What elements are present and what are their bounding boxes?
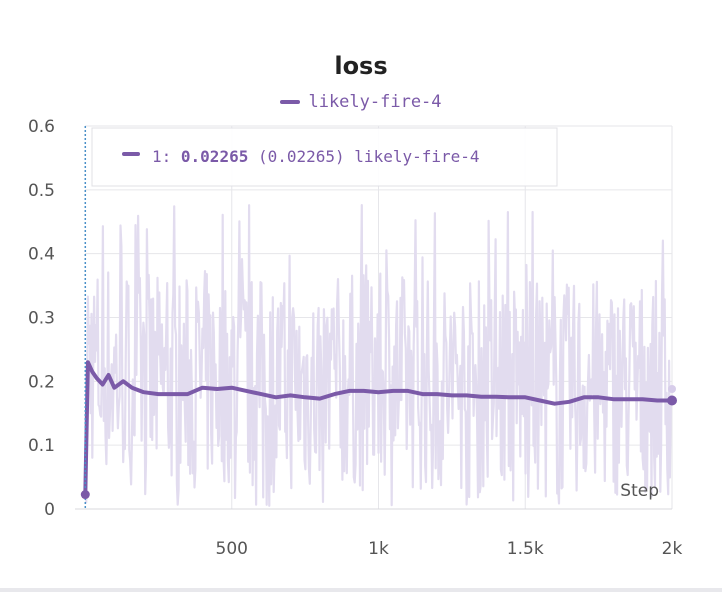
y-tick-label: 0.2 xyxy=(28,372,55,392)
y-axis: 0 0.1 0.2 0.3 0.4 0.5 0.6 xyxy=(28,117,55,520)
series-end-point xyxy=(667,395,677,406)
x-axis: 500 1k 1.5k 2k Step xyxy=(75,481,682,559)
panel-bottom-border xyxy=(0,588,722,592)
x-tick-label: 500 xyxy=(216,539,248,559)
x-axis-title: Step xyxy=(620,481,659,501)
y-tick-label: 0.4 xyxy=(28,245,55,265)
y-tick-label: 0.6 xyxy=(28,117,55,137)
tooltip-swatch xyxy=(122,152,140,156)
x-tick-label: 1k xyxy=(368,539,389,559)
raw-end-point xyxy=(668,384,676,393)
y-tick-label: 0.1 xyxy=(28,436,55,456)
hover-point xyxy=(80,490,90,500)
hover-tooltip: 1: 0.02265 (0.02265) likely-fire-4 xyxy=(80,126,558,509)
y-tick-label: 0.3 xyxy=(28,309,55,329)
x-tick-label: 1.5k xyxy=(507,539,544,559)
smoothed-loss-line xyxy=(83,360,672,495)
legend-label: likely-fire-4 xyxy=(308,92,442,112)
tooltip-text: 1: 0.02265 (0.02265) likely-fire-4 xyxy=(152,147,480,166)
y-tick-label: 0 xyxy=(44,500,55,520)
chart-title: loss xyxy=(334,52,388,80)
tooltip-box xyxy=(91,127,558,187)
x-tick-label: 2k xyxy=(662,539,683,559)
chart-legend[interactable]: likely-fire-4 xyxy=(0,92,722,112)
y-tick-label: 0.5 xyxy=(28,181,55,201)
smoothed-series xyxy=(83,360,677,495)
raw-series xyxy=(84,204,673,507)
raw-loss-line xyxy=(84,204,673,507)
legend-swatch xyxy=(280,100,301,104)
